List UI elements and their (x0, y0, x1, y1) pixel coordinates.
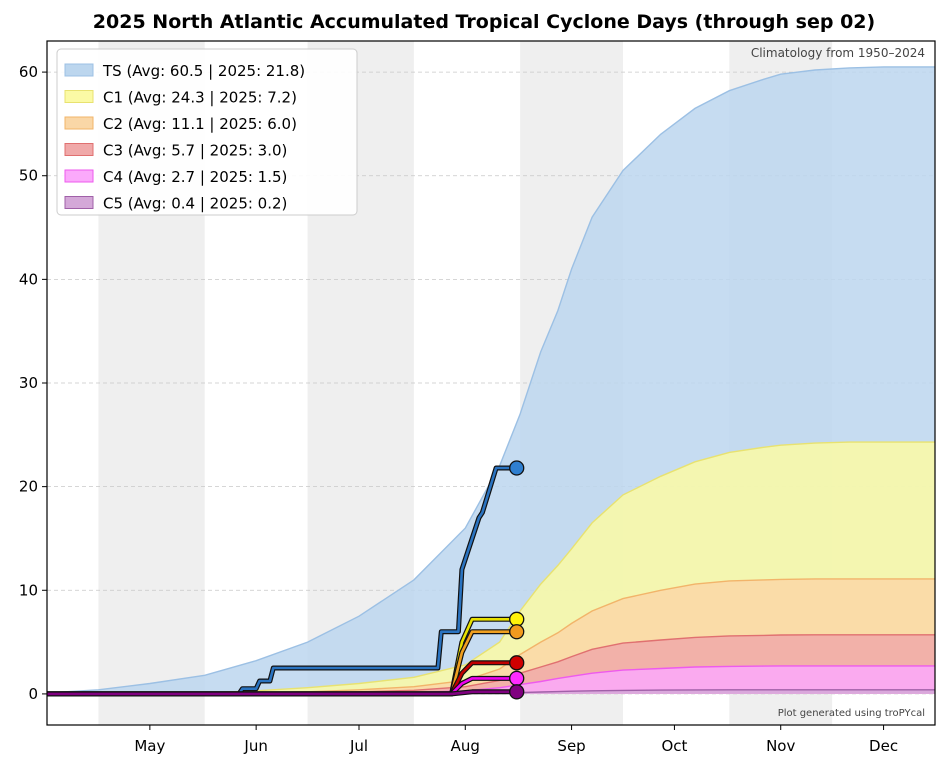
legend-label-c4: C4 (Avg: 2.7 | 2025: 1.5) (103, 168, 287, 186)
legend: TS (Avg: 60.5 | 2025: 21.8) C1 (Avg: 24.3… (56, 48, 358, 216)
end-marker-c2 (509, 624, 525, 640)
x-tick-label: Dec (869, 737, 898, 755)
chart-title: 2025 North Atlantic Accumulated Tropical… (93, 11, 875, 33)
y-tick-label: 10 (19, 581, 38, 599)
y-tick-label: 0 (28, 685, 38, 703)
legend-swatch-c4 (64, 169, 94, 183)
legend-label-ts: TS (Avg: 60.5 | 2025: 21.8) (102, 62, 305, 80)
end-marker-c3 (509, 655, 525, 671)
x-tick-label: May (134, 737, 165, 755)
x-tick-label: Oct (661, 737, 687, 755)
y-tick-label: 20 (19, 478, 38, 496)
end-marker-c4 (509, 670, 525, 687)
legend-swatch-c3 (64, 143, 94, 156)
legend-label-c1: C1 (Avg: 24.3 | 2025: 7.2) (103, 89, 297, 107)
legend-box (56, 48, 358, 216)
observed-line-ts (47, 466, 517, 696)
x-tick-label: Sep (557, 737, 585, 755)
x-tick-label: Jul (349, 737, 368, 755)
legend-swatch-c2 (64, 116, 94, 130)
climatology-area-c5 (47, 689, 935, 694)
legend-label-c2: C2 (Avg: 11.1 | 2025: 6.0) (103, 115, 297, 133)
y-tick-label: 40 (19, 270, 38, 288)
x-tick-label: Aug (451, 737, 480, 755)
x-tick-label: Jun (243, 737, 267, 755)
end-marker-c5 (509, 684, 525, 700)
plot-area: 0 10 20 30 40 50 60 May Jun Jul Aug Sep Oct Nov Dec (19, 40, 936, 755)
observed-line-c5 (47, 690, 517, 696)
y-tick-label: 50 (19, 167, 38, 185)
climatology-area-c4 (47, 665, 935, 694)
climatology-note: Climatology from 1950–2024 (751, 46, 925, 60)
plot-inner (47, 41, 935, 725)
credit-note: Plot generated using troPYcal (778, 708, 925, 719)
legend-swatch-c1 (64, 90, 94, 103)
y-tick-label: 60 (19, 63, 38, 81)
climatology-line-ts (47, 66, 935, 694)
legend-swatch-c5 (64, 196, 94, 209)
end-marker-ts (509, 460, 525, 476)
x-tick-label: Nov (766, 737, 795, 755)
legend-label-c3: C3 (Avg: 5.7 | 2025: 3.0) (103, 142, 287, 160)
legend-swatch-ts (64, 63, 94, 77)
legend-label-c5: C5 (Avg: 0.4 | 2025: 0.2) (103, 195, 287, 213)
y-tick-label: 30 (19, 374, 38, 392)
